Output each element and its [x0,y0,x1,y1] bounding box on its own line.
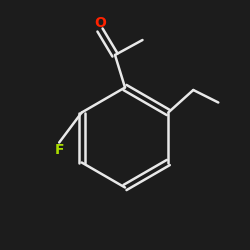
Text: F: F [54,143,64,157]
Text: O: O [94,16,106,30]
